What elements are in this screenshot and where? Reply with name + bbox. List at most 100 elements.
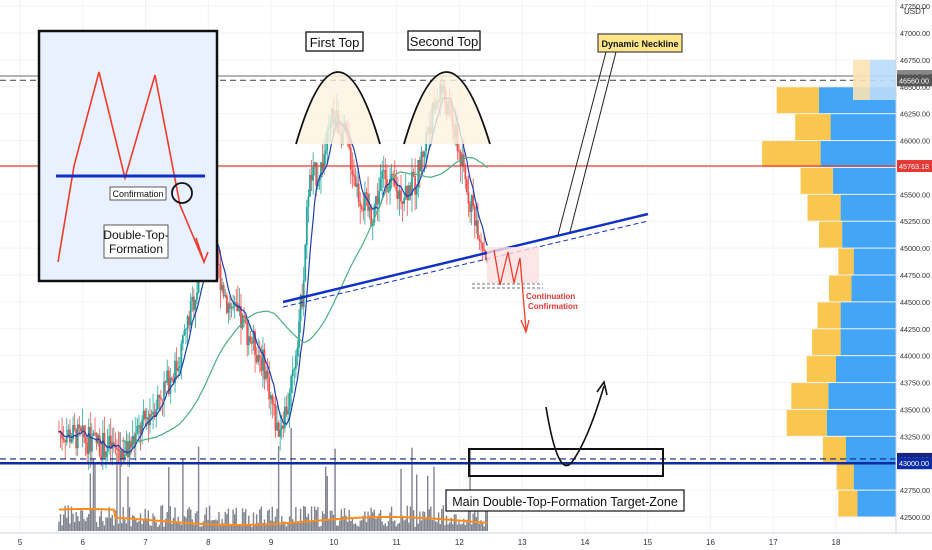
- volume-bar: [105, 517, 107, 531]
- volume-bar: [326, 476, 328, 531]
- volume-bar: [405, 519, 407, 531]
- candle-body: [90, 435, 93, 452]
- volume-bar: [249, 524, 252, 531]
- volume-bar: [331, 510, 333, 531]
- candle-body: [279, 429, 282, 437]
- candle-body: [218, 264, 220, 266]
- vp-buy-bar: [786, 409, 827, 436]
- candle-body: [185, 328, 187, 331]
- candle-body: [136, 425, 139, 434]
- volume-bar: [108, 507, 110, 531]
- candle-body: [86, 442, 89, 454]
- candle-body: [116, 447, 118, 450]
- volume-bar: [298, 522, 300, 531]
- x-tick-label: 11: [392, 538, 401, 547]
- candle-body: [367, 194, 369, 211]
- volume-bar: [262, 522, 264, 531]
- volume-bar: [426, 475, 429, 531]
- volume-bar: [188, 507, 190, 531]
- volume-bar: [486, 505, 489, 531]
- volume-bar: [343, 508, 346, 531]
- candle-body: [304, 244, 307, 281]
- candle-body: [196, 292, 198, 300]
- candle-body: [324, 150, 327, 155]
- volume-bar: [285, 526, 288, 531]
- volume-bar: [182, 458, 184, 531]
- volume-bar: [255, 514, 258, 531]
- volume-bar: [186, 509, 189, 531]
- volume-bar: [111, 515, 113, 531]
- volume-bar: [251, 526, 253, 531]
- volume-bar: [138, 520, 140, 531]
- volume-bar: [193, 525, 195, 531]
- candle-body: [119, 450, 122, 460]
- volume-bar: [392, 521, 394, 531]
- volume-bar: [92, 458, 95, 531]
- candle-body: [112, 442, 115, 445]
- candle-body: [166, 370, 169, 383]
- volume-bar: [179, 522, 181, 531]
- candle-body: [241, 315, 244, 328]
- x-tick-label: 12: [455, 538, 464, 547]
- vp-buy-bar: [795, 114, 831, 141]
- volume-bar: [174, 507, 176, 531]
- vp-buy-bar: [819, 221, 843, 248]
- candle-body: [164, 381, 167, 383]
- candle-body: [95, 433, 98, 444]
- volume-bar: [194, 513, 197, 531]
- volume-bar: [368, 515, 371, 531]
- candle-body: [123, 454, 126, 459]
- volume-bar: [116, 452, 118, 531]
- bounce-arrowhead: [596, 380, 608, 396]
- neckline-callout-box: [597, 33, 683, 53]
- volume-bar: [212, 520, 214, 531]
- y-tick-label: 46750.00: [900, 56, 930, 65]
- volume-bar: [409, 506, 412, 531]
- vp-buy-bar: [791, 383, 829, 409]
- volume-bar: [423, 511, 426, 531]
- candle-body: [128, 440, 131, 458]
- candle-body: [269, 395, 272, 400]
- neckline-callout-label: Dynamic Neckline: [601, 39, 678, 49]
- candle-body: [371, 222, 374, 227]
- candle-body: [349, 148, 352, 170]
- candle-body: [384, 169, 387, 180]
- y-tick-label: 44500.00: [900, 298, 930, 307]
- x-tick-label: 17: [769, 538, 778, 547]
- volume-bar: [64, 505, 66, 531]
- volume-bar: [431, 520, 434, 531]
- x-tick-label: 7: [143, 538, 148, 547]
- volume-bar: [456, 524, 459, 531]
- candle-body: [232, 306, 235, 308]
- volume-bar: [324, 466, 327, 531]
- candle-body: [238, 306, 241, 312]
- volume-bar: [241, 508, 244, 531]
- y-tick-label: 43500.00: [900, 405, 930, 414]
- volume-bar: [119, 432, 121, 531]
- volume-bar: [403, 520, 405, 531]
- candle-body: [389, 178, 391, 192]
- candle-body: [287, 409, 289, 415]
- volume-bar: [417, 523, 419, 531]
- candle-body: [191, 296, 194, 301]
- volume-bar: [227, 508, 230, 531]
- volume-bar: [270, 520, 272, 531]
- candle-body: [378, 190, 380, 205]
- continuation-label-1: Continuation: [526, 292, 575, 301]
- x-tick-label: 14: [580, 538, 589, 547]
- volume-bar: [80, 510, 82, 531]
- candle-body: [417, 159, 420, 188]
- candle-body: [302, 280, 305, 308]
- volume-bar: [201, 526, 203, 531]
- candle-body: [478, 238, 481, 241]
- volume-bar: [339, 520, 341, 531]
- volume-bar: [450, 517, 452, 531]
- volume-bar: [238, 525, 241, 531]
- candle-body: [400, 190, 402, 202]
- candle-body: [477, 220, 479, 239]
- volume-bar: [282, 521, 285, 531]
- volume-bar: [375, 518, 377, 531]
- volume-bar: [387, 521, 390, 531]
- candle-body: [127, 441, 129, 458]
